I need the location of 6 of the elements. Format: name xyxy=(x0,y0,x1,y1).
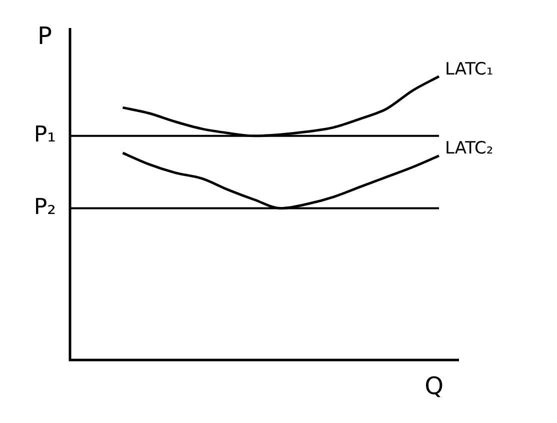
series-label: LATC₂ xyxy=(445,138,494,159)
ref-line-label: P₁ xyxy=(34,122,56,148)
ref-line-label: P₂ xyxy=(34,194,56,220)
y-axis-title: P xyxy=(38,22,52,50)
x-axis-title: Q xyxy=(424,372,444,400)
series-label: LATC₁ xyxy=(445,59,494,80)
